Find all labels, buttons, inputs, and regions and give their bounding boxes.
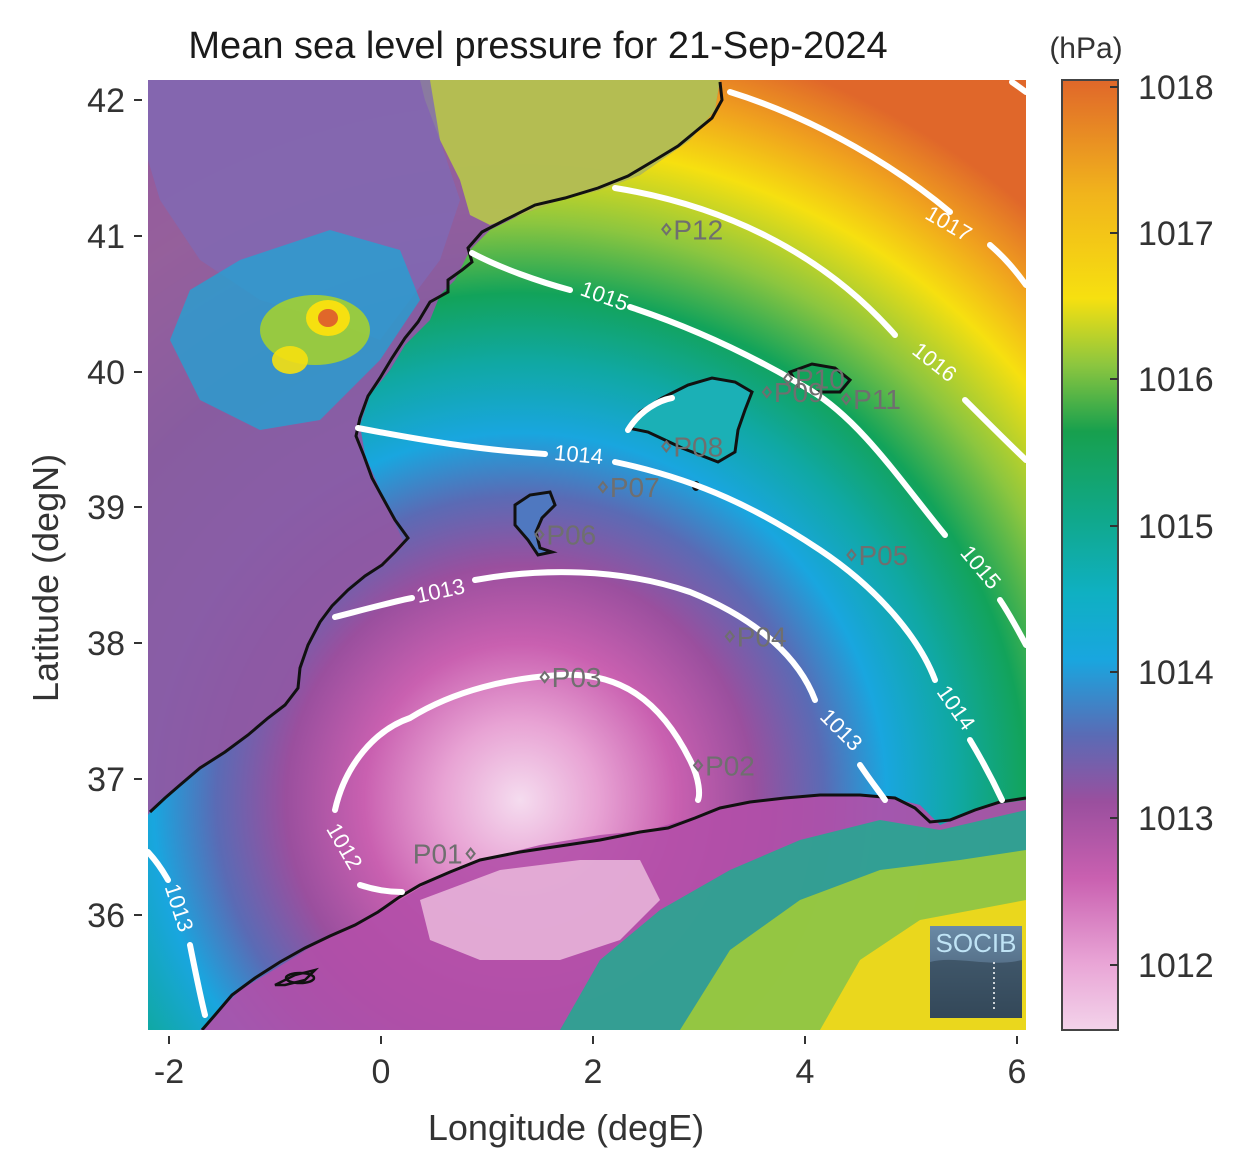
terrain-high-4 [272,346,308,374]
isobar-1017 [727,89,1026,288]
colorbar-tick-label: 1017 [1138,215,1214,253]
station-marker [597,480,609,494]
y-tick-label: 42 [87,82,125,120]
colorbar-tick-label: 1012 [1138,947,1214,985]
station-label: P09 [774,377,824,408]
isobar-1013-south [148,849,208,1018]
socib-logo: SOCIB [930,926,1022,1018]
station-marker [782,371,794,386]
x-tick-label: 0 [372,1053,391,1091]
station-marker [661,222,672,236]
station-label: P08 [673,431,723,462]
station-marker [539,670,550,684]
station-marker [692,758,704,772]
island-ibiza [513,490,558,557]
station-marker [661,439,672,454]
station-label: P04 [737,621,787,652]
isobars [148,80,1026,1018]
land-iberia-upper [420,80,720,225]
isobar-1013 [332,569,888,803]
coastline-africa [200,793,1026,1030]
station-marker [761,385,773,399]
colorbar-tick-label: 1013 [1138,800,1214,838]
isobar-1016 [612,185,1026,463]
logo-text: SOCIB [936,928,1017,958]
station-marker [724,629,736,644]
x-tick-label: 4 [796,1053,815,1091]
x-axis-label: Longitude (degE) [428,1107,704,1148]
station-marker [534,528,545,542]
station-label: P05 [858,540,908,571]
coastline-iberia [148,81,724,814]
logo-wave [930,959,1022,1018]
y-tick-label: 38 [87,625,125,663]
x-tick-marks [168,1036,1018,1044]
x-axis: -2 0 2 4 6 Longitude (degE) [154,1036,1027,1148]
land-africa-west-low [420,860,660,960]
isobar-1015-north [469,250,1026,648]
y-tick-label: 40 [87,354,125,392]
colorbar: 1018 1017 1016 1015 1014 1013 1012 [1061,69,1214,1031]
station-marker [846,548,857,562]
station-label: P06 [546,520,596,551]
y-tick-label: 41 [87,218,125,256]
y-tick-marks [134,99,142,916]
station-label: P01 [413,839,463,870]
colorbar-gradient [1061,79,1119,1031]
x-tick-label: 2 [584,1053,603,1091]
y-tick-label: 36 [87,897,125,935]
island-alboran [284,971,316,985]
station-marker [840,392,852,406]
colorbar-unit-label: (hPa) [1049,32,1122,65]
isobar-1017-top [1009,80,1026,95]
isobar-1012 [332,671,702,895]
map-panel: 1017 1016 1015 1015 1014 1014 1013 1013 … [148,80,1026,1030]
isobar-1014-mallorca [625,395,675,433]
y-axis-label: Latitude (degN) [25,454,66,702]
contour-label: 1014 [553,440,604,469]
station-label: P07 [610,472,660,503]
colorbar-tick-label: 1016 [1138,361,1214,399]
colorbar-tick-label: 1018 [1138,69,1214,107]
chart-title: Mean sea level pressure for 21-Sep-2024 [188,25,887,67]
y-tick-label: 39 [87,489,125,527]
station-label: P11 [853,384,901,415]
y-tick-label: 37 [87,761,125,799]
terrain-high-3 [318,309,338,327]
x-tick-label: -2 [154,1053,184,1091]
station-label: P02 [705,750,755,781]
y-axis: 42 41 40 39 38 37 36 Latitude (degN) [25,82,142,935]
colorbar-tick-label: 1014 [1138,654,1214,692]
x-tick-label: 6 [1008,1053,1027,1091]
station-marker [465,846,476,861]
station-label: P10 [795,364,845,395]
isobar-1014 [355,425,1005,803]
station-label: P12 [673,214,723,245]
island-mallorca [625,376,754,464]
station-label: P03 [552,662,602,693]
colorbar-tick-marks [1110,86,1118,966]
colorbar-tick-label: 1015 [1138,508,1214,546]
